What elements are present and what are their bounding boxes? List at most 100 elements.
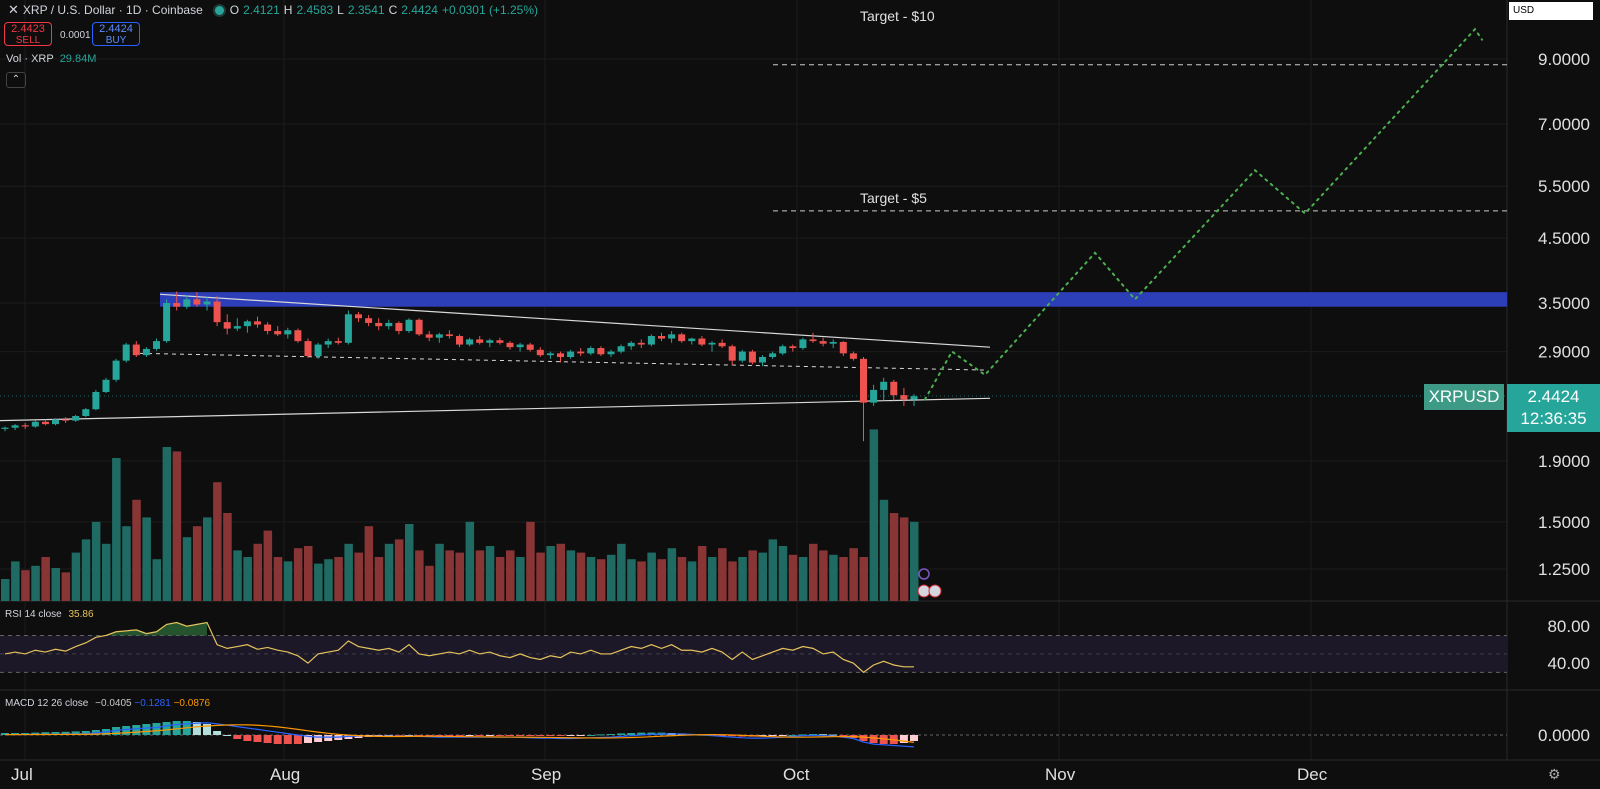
macd-histogram-bar	[819, 734, 828, 736]
volume-bar	[899, 517, 909, 601]
collapse-legend-button[interactable]: ⌃	[6, 72, 26, 88]
change-value: +0.0301 (+1.25%)	[441, 3, 539, 17]
volume-bar	[819, 550, 828, 601]
volume-bar	[213, 482, 222, 601]
volume-label: Vol · XRP	[6, 53, 54, 65]
macd-histogram-bar	[435, 735, 444, 736]
candle-body	[62, 419, 70, 421]
rsi-line	[4, 621, 914, 674]
candle-body	[526, 344, 534, 350]
candle-body	[647, 336, 655, 345]
macd-histogram-bar	[788, 735, 797, 736]
settings-icon[interactable]: ⚙	[1548, 766, 1561, 782]
volume-bar	[203, 517, 212, 601]
candle-body	[142, 348, 150, 356]
macd-histogram-bar	[586, 735, 595, 736]
volume-bar	[81, 539, 91, 601]
high-value: 2.4583	[296, 3, 334, 17]
high-label: H	[283, 3, 293, 17]
volume-bar	[728, 561, 737, 601]
volume-bar	[384, 543, 394, 601]
volume-bar	[162, 447, 172, 601]
macd-histogram-bar	[263, 735, 272, 743]
volume-bar	[859, 557, 868, 601]
macd-histogram-bar	[122, 726, 131, 735]
candle-body	[395, 322, 403, 332]
close-icon[interactable]: ✕	[8, 2, 19, 17]
candle-body	[839, 341, 847, 354]
candle-body	[274, 331, 282, 335]
macd-label: MACD 12 26 close	[5, 698, 89, 709]
volume-bar	[637, 561, 646, 601]
buy-price: 2.4424	[99, 23, 133, 35]
sell-button[interactable]: 2.4423 SELL	[4, 22, 52, 46]
candle-body	[1, 427, 9, 429]
volume-bar	[415, 550, 424, 601]
macd-histogram-bar	[223, 735, 232, 736]
volume-bar	[506, 550, 515, 601]
rsi-overbought-fill	[106, 622, 207, 636]
rsi-tick-label: 40.00	[1547, 654, 1590, 673]
volume-bar	[516, 557, 525, 601]
currency-selector[interactable]: USD	[1509, 2, 1593, 20]
candle-body	[668, 334, 676, 339]
macd-histogram-bar	[566, 735, 575, 736]
open-label: O	[229, 3, 240, 17]
rsi-value: 35.86	[68, 609, 94, 620]
target-10-label: Target - $10	[860, 8, 935, 24]
volume-bar	[798, 557, 808, 601]
volume-bar	[788, 554, 798, 601]
volume-bar	[334, 557, 343, 601]
volume-bar	[839, 557, 848, 601]
volume-bar	[445, 550, 454, 601]
macd-histogram-bar	[728, 735, 737, 737]
candle-body	[779, 346, 787, 354]
candle-body	[173, 302, 181, 307]
support-trendline	[0, 397, 991, 422]
candle-body	[738, 351, 746, 361]
volume-bar	[455, 552, 464, 601]
macd-histogram-bar	[41, 732, 50, 735]
macd-histogram-bar	[910, 735, 918, 741]
macd-histogram-bar	[536, 735, 545, 736]
volume-bar	[425, 565, 434, 601]
volume-bar	[879, 499, 889, 601]
volume-bar	[1, 579, 10, 601]
volume-bar	[41, 557, 50, 601]
candle-body	[324, 341, 332, 345]
volume-bar	[778, 546, 788, 601]
candle-body	[294, 330, 302, 342]
symbol-header: ✕ XRP / U.S. Dollar · 1D · Coinbase O 2.4…	[0, 0, 542, 20]
volume-bar	[192, 526, 202, 601]
close-label: C	[388, 3, 398, 17]
volume-bar	[304, 546, 313, 601]
macd-histogram-bar	[324, 735, 333, 741]
buy-button[interactable]: 2.4424 BUY	[92, 22, 140, 46]
target-5-label: Target - $5	[860, 190, 927, 206]
candle-body	[254, 321, 261, 325]
volume-bar	[687, 561, 697, 601]
candle-body	[284, 330, 292, 335]
volume-bar	[223, 513, 232, 601]
volume-bar	[596, 559, 606, 601]
rsi-band	[0, 635, 1507, 673]
candle-body	[355, 314, 362, 319]
candle-body	[122, 344, 130, 361]
volume-bar	[314, 563, 323, 601]
volume-bar	[566, 550, 576, 601]
volume-bar	[627, 559, 636, 601]
candle-body	[728, 346, 736, 361]
volume-bar	[344, 543, 353, 601]
macd-histogram-bar	[617, 733, 626, 735]
candle-body	[102, 379, 110, 393]
candle-body	[82, 409, 90, 417]
macd-histogram-bar	[809, 734, 817, 735]
candle-body	[759, 356, 766, 363]
candle-body	[748, 351, 756, 363]
volume-bar	[172, 451, 182, 601]
candle-body	[334, 341, 342, 343]
macd-histogram-bar	[485, 735, 494, 736]
candle-body	[799, 339, 807, 349]
candle-body	[264, 324, 272, 332]
